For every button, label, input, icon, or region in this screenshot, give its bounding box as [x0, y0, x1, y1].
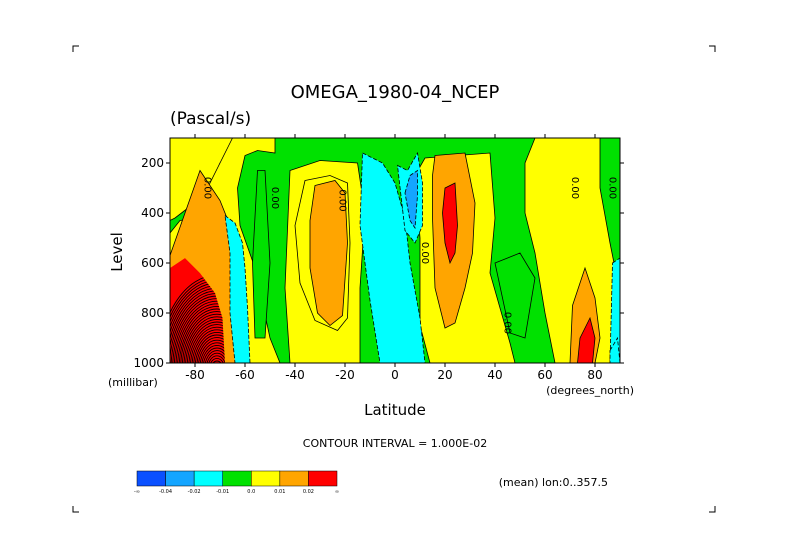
x-tick-label: 80 — [587, 368, 602, 382]
colorbar-swatch — [251, 470, 281, 487]
contour-line — [192, 331, 225, 363]
colorbar-swatch — [193, 470, 223, 487]
x-axis-ticks: -80 -60 -40 -20 0 20 40 60 80 — [185, 134, 603, 382]
contour-label: 0.00 — [502, 312, 513, 334]
colorbar-swatch — [165, 470, 195, 487]
colorbar-swatch — [222, 470, 252, 487]
contour-region — [442, 182, 458, 265]
contour-line — [210, 360, 224, 363]
y-tick-label: 1000 — [133, 356, 164, 370]
contour-region — [252, 170, 271, 339]
x-unit-label: (degrees_north) — [546, 384, 634, 397]
contour-region — [359, 152, 426, 364]
colorbar-label: 0.0 — [247, 489, 255, 495]
contour-label: 0.00 — [202, 177, 213, 199]
chart-title: OMEGA_1980-04_NCEP — [291, 82, 500, 103]
y-tick-label: 600 — [141, 256, 164, 270]
longitude-footnote: (mean) lon:0..357.5 — [499, 476, 608, 489]
contour-label: 0.00 — [607, 177, 618, 199]
y-unit-label: (millibar) — [108, 376, 158, 389]
contour-line — [202, 347, 225, 363]
x-tick-label: -40 — [285, 368, 305, 382]
contour-line — [207, 355, 225, 363]
contour-label: 0.00 — [419, 242, 430, 264]
contour-label-layer: 0.00 0.00 0.00 0.00 0.00 0.00 0.00 — [202, 177, 618, 334]
contour-line — [208, 357, 225, 363]
y-tick-label: 800 — [141, 306, 164, 320]
colorbar-swatch — [279, 470, 309, 487]
contour-line — [196, 337, 225, 363]
colorbar-label: 0.02 — [303, 489, 314, 495]
y-axis-ticks: 200 400 600 800 1000 — [133, 156, 624, 370]
contour-label: 0.00 — [269, 187, 280, 209]
colorbar-swatch — [136, 470, 166, 487]
x-tick-label: 20 — [437, 368, 452, 382]
x-tick-label: -60 — [235, 368, 255, 382]
contour-label: 0.00 — [569, 177, 580, 199]
colorbar-label: -0.02 — [188, 489, 201, 495]
contour-line — [188, 324, 225, 363]
contour-line — [199, 342, 225, 363]
y-tick-label: 400 — [141, 206, 164, 220]
contour-line — [204, 350, 225, 363]
y-tick-label: 200 — [141, 156, 164, 170]
contour-line — [197, 339, 225, 363]
corner-marks — [72, 45, 716, 513]
contour-line — [191, 329, 225, 363]
plot-area: 0.00 0.00 0.00 0.00 0.00 0.00 0.00 — [169, 137, 621, 364]
contour-region — [404, 169, 418, 230]
x-tick-label: 60 — [537, 368, 552, 382]
contour-line — [189, 326, 225, 363]
colorbar-label: -0.01 — [216, 489, 229, 495]
contour-line — [178, 308, 225, 363]
contour-line — [173, 300, 225, 363]
contour-region — [309, 180, 348, 327]
contour-region — [494, 252, 536, 339]
colorbar-label: -∞ — [134, 489, 140, 495]
colorbar: -∞ -0.04 -0.02 -0.01 0.0 0.01 0.02 ∞ — [134, 470, 339, 495]
contour-region — [577, 316, 596, 364]
contour-label: 0.00 — [337, 189, 348, 211]
x-tick-label: -80 — [185, 368, 205, 382]
colorbar-swatch — [308, 470, 338, 487]
contour-region — [170, 258, 225, 363]
contour-interval-text: CONTOUR INTERVAL = 1.000E-02 — [303, 437, 487, 450]
contour-line — [183, 316, 225, 363]
colorbar-label: ∞ — [335, 489, 339, 495]
colorbar-label: 0.01 — [274, 489, 285, 495]
contour-line — [176, 305, 225, 363]
units-label: (Pascal/s) — [170, 109, 251, 129]
contour-line — [194, 334, 225, 363]
contour-line — [186, 321, 225, 363]
contour-line — [180, 311, 225, 363]
contour-fill-layer — [169, 137, 621, 364]
contour-line — [205, 352, 225, 363]
colorbar-label: -0.04 — [159, 489, 172, 495]
x-axis-title: Latitude — [364, 401, 426, 419]
contour-region — [224, 214, 251, 364]
contour-line — [181, 313, 225, 363]
contour-line — [175, 303, 225, 363]
y-axis-title: Level — [108, 232, 126, 272]
x-tick-label: -20 — [335, 368, 355, 382]
contour-line — [184, 318, 225, 363]
x-tick-label: 0 — [391, 368, 399, 382]
contour-line — [200, 344, 225, 363]
x-tick-label: 40 — [487, 368, 502, 382]
